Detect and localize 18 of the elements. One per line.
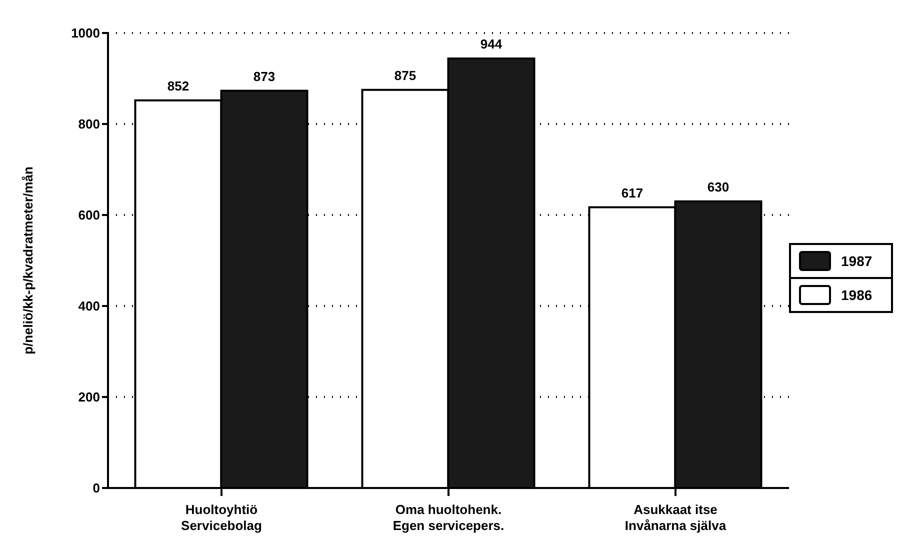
y-tick-label: 800 — [78, 116, 100, 132]
data-label: 875 — [394, 68, 416, 83]
y-tick-label: 600 — [78, 208, 100, 223]
data-label: 944 — [480, 36, 503, 52]
data-label: 630 — [707, 179, 730, 194]
x-tick-label: Oma huoltohenk. Egen servicepers. — [392, 502, 504, 533]
legend-label: 1987 — [841, 253, 872, 269]
y-tick-label: 1000 — [71, 26, 100, 41]
legend-label: 1986 — [841, 287, 872, 303]
y-tick-label: 200 — [78, 390, 100, 405]
x-tick-label: Asukkaat itse Invånarna själva — [624, 502, 727, 533]
y-axis-title: p/neliö/kk-p/kvadratmeter/mån — [20, 166, 36, 354]
data-label: 852 — [167, 78, 190, 94]
y-tick-label: 0 — [92, 480, 100, 496]
data-label: 873 — [253, 68, 276, 84]
y-tick-label: 400 — [78, 298, 100, 314]
x-tick-label: Huoltoyhtiö Servicebolag — [181, 502, 262, 533]
data-label: 617 — [621, 185, 644, 200]
